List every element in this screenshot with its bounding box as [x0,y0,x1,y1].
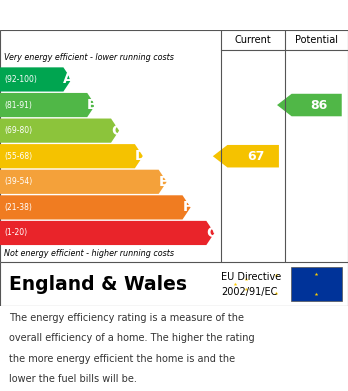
Text: C: C [111,124,121,138]
Text: Very energy efficient - lower running costs: Very energy efficient - lower running co… [4,53,174,62]
Polygon shape [0,195,191,219]
Text: (1-20): (1-20) [4,228,27,237]
Text: (39-54): (39-54) [4,177,32,186]
Text: E: E [159,175,168,189]
Text: 2002/91/EC: 2002/91/EC [221,287,277,297]
Text: 86: 86 [310,99,328,111]
Text: D: D [134,149,146,163]
Polygon shape [0,170,167,194]
Polygon shape [277,94,342,116]
Text: England & Wales: England & Wales [9,274,187,294]
Text: EU Directive: EU Directive [221,273,281,282]
Polygon shape [0,144,143,168]
Text: (69-80): (69-80) [4,126,32,135]
Text: (92-100): (92-100) [4,75,37,84]
Text: lower the fuel bills will be.: lower the fuel bills will be. [9,374,136,384]
Text: G: G [206,226,217,240]
Text: Current: Current [235,35,271,45]
Polygon shape [213,145,279,167]
Text: the more energy efficient the home is and the: the more energy efficient the home is an… [9,353,235,364]
Bar [291,267,342,301]
Text: B: B [87,98,98,112]
Text: F: F [183,200,192,214]
Text: (81-91): (81-91) [4,100,32,109]
Text: Energy Efficiency Rating: Energy Efficiency Rating [9,7,230,23]
Text: 67: 67 [247,150,264,163]
Text: (21-38): (21-38) [4,203,32,212]
Polygon shape [0,118,119,143]
Polygon shape [0,221,214,245]
Text: (55-68): (55-68) [4,152,32,161]
Polygon shape [0,67,71,91]
Text: Not energy efficient - higher running costs: Not energy efficient - higher running co… [4,249,174,258]
Polygon shape [0,93,95,117]
Text: A: A [63,72,74,86]
Text: The energy efficiency rating is a measure of the: The energy efficiency rating is a measur… [9,313,244,323]
Text: overall efficiency of a home. The higher the rating: overall efficiency of a home. The higher… [9,333,254,343]
Text: Potential: Potential [295,35,338,45]
